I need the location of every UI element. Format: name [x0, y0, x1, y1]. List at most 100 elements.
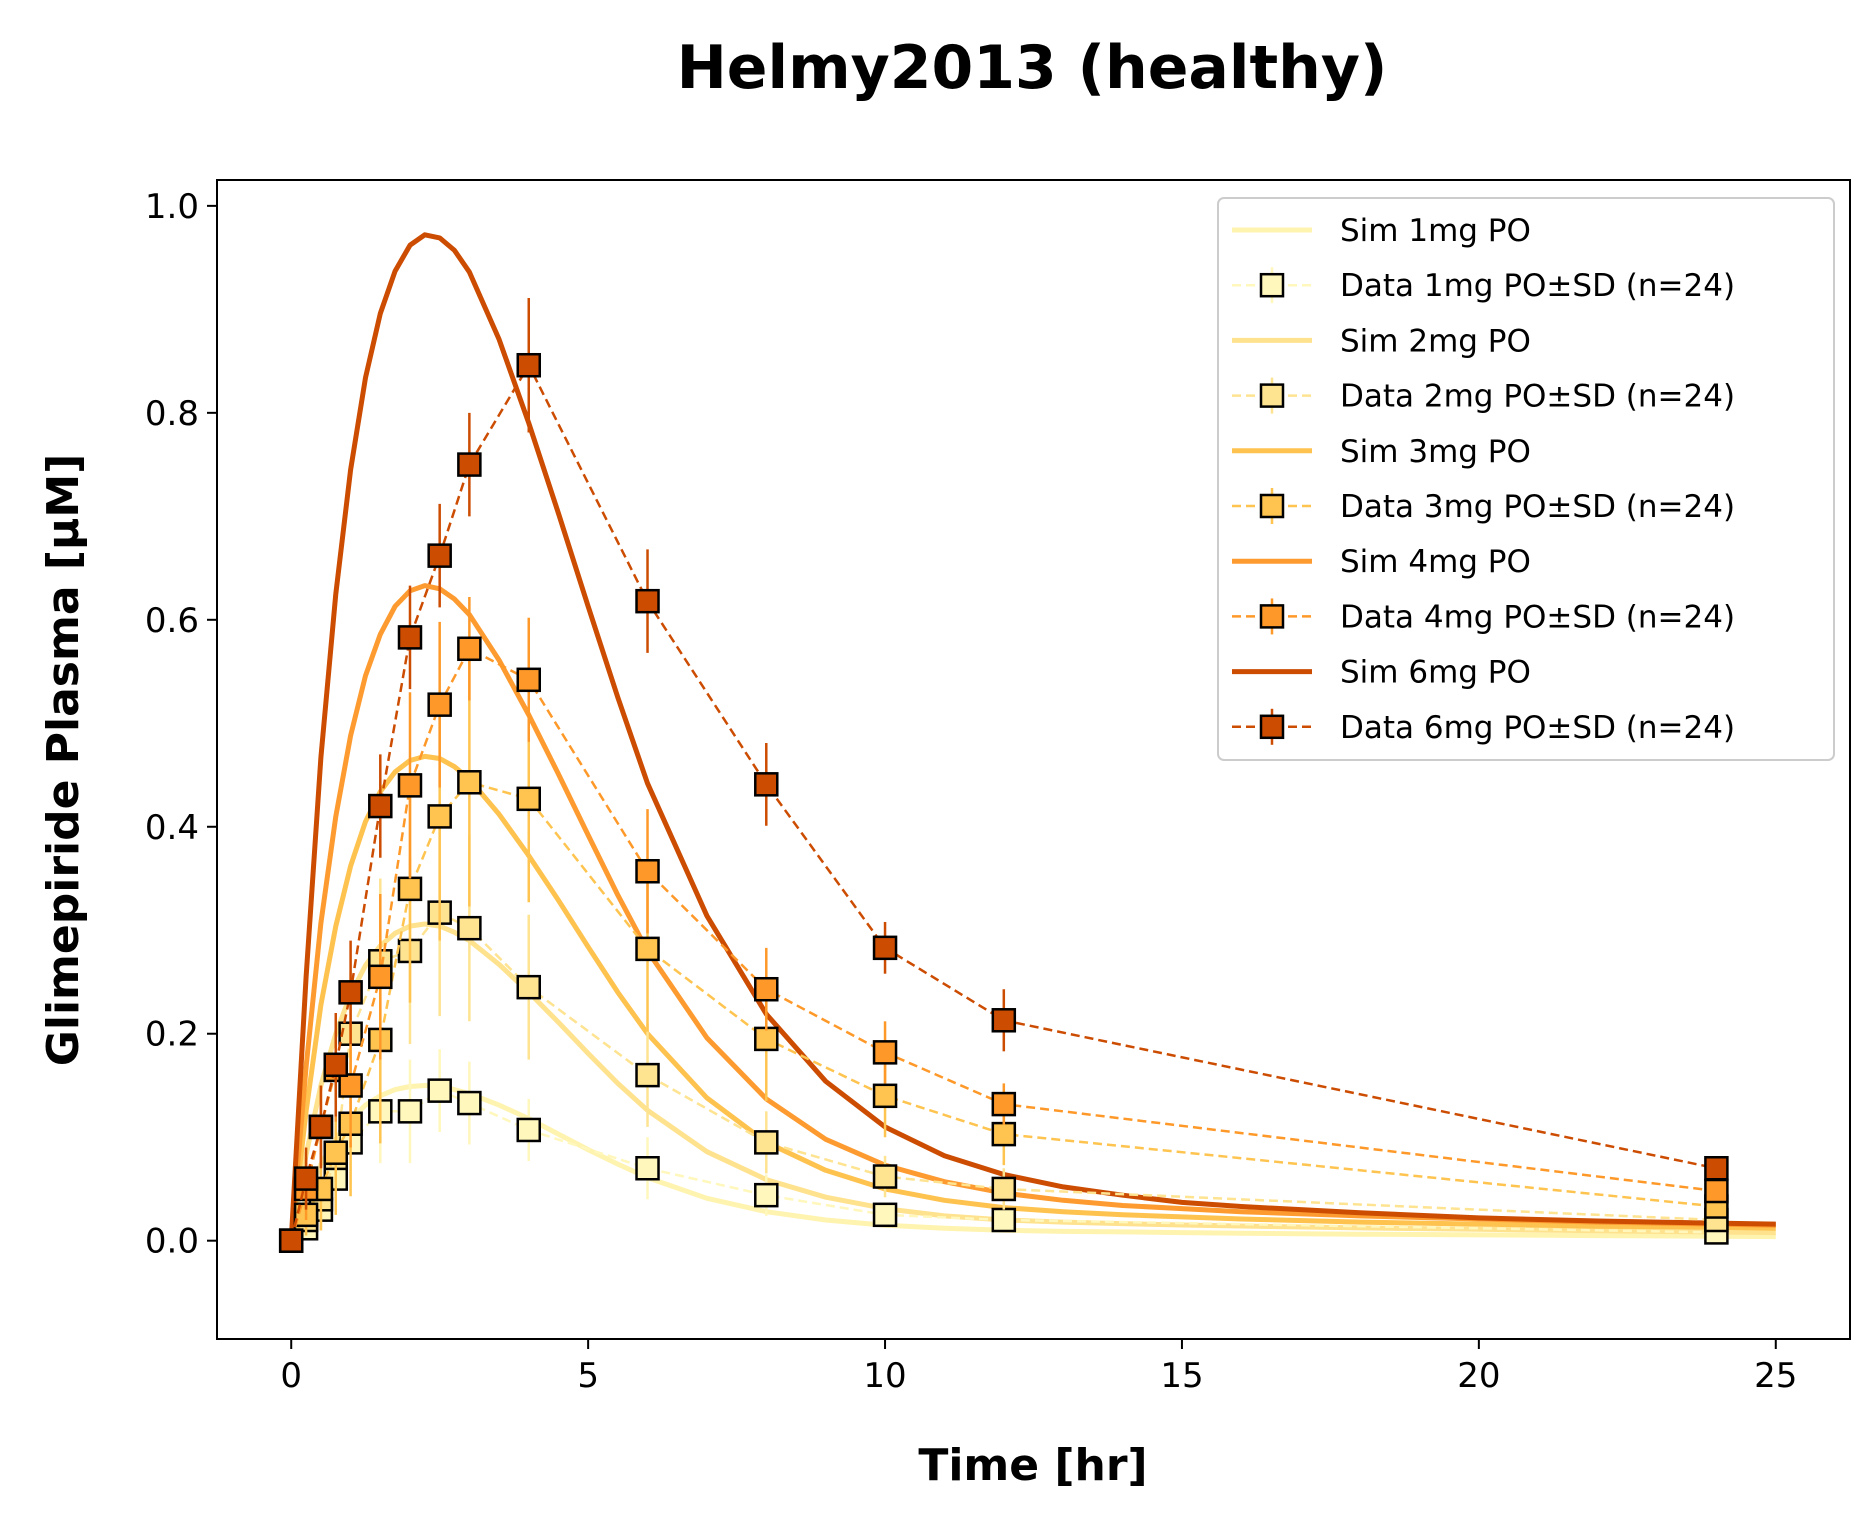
data-point-4mg: [457, 636, 482, 662]
legend: Sim 1mg PO Data 1mg PO±SD (n=24) Sim 2mg P…: [1217, 197, 1835, 761]
plot-frame: [216, 179, 1851, 1340]
y-tick-label: 0.2: [145, 1015, 199, 1055]
data-point-4mg: [635, 859, 660, 884]
legend-marker: [1259, 604, 1285, 629]
data-point-1mg: [754, 1182, 779, 1208]
legend-item-sim-2mg: Sim 2mg PO: [1232, 323, 1531, 359]
data-point-3mg: [754, 1026, 779, 1052]
y-tick-label: 0.6: [145, 601, 199, 641]
data-point-6mg: [1704, 1156, 1729, 1181]
data-point-4mg: [516, 667, 542, 693]
sim-line-6mg: [288, 232, 1776, 1241]
data-point-2mg: [991, 1176, 1017, 1202]
legend-label: Sim 4mg PO: [1340, 544, 1531, 580]
y-tick-label: 1.0: [145, 187, 199, 227]
data-series-6mg: [278, 297, 1729, 1253]
data-point-6mg: [308, 1114, 334, 1140]
legend-item-sim-4mg: Sim 4mg PO: [1232, 544, 1531, 580]
data-point-1mg: [991, 1207, 1017, 1233]
legend-marker: [1259, 493, 1285, 519]
legend-marker: [1259, 383, 1285, 408]
legend-label: Data 2mg PO±SD (n=24): [1340, 379, 1735, 415]
legend-item-data-2mg: Data 2mg PO±SD (n=24): [1232, 377, 1735, 415]
legend-label: Data 3mg PO±SD (n=24): [1340, 489, 1735, 525]
data-point-3mg: [991, 1121, 1017, 1147]
legend-label: Data 6mg PO±SD (n=24): [1340, 710, 1735, 746]
legend-item-sim-1mg: Sim 1mg PO: [1232, 213, 1531, 249]
legend-label: Sim 6mg PO: [1340, 655, 1531, 691]
legend-item-sim-6mg: Sim 6mg PO: [1232, 655, 1531, 691]
data-point-4mg: [1704, 1178, 1729, 1204]
legend-item-data-6mg: Data 6mg PO±SD (n=24): [1232, 708, 1735, 746]
data-point-3mg: [427, 804, 452, 829]
y-tick-label: 0.4: [145, 808, 199, 848]
data-point-6mg: [323, 1052, 349, 1078]
x-tick-label: 25: [1754, 1356, 1797, 1396]
plot-marks: [278, 232, 1776, 1253]
data-point-2mg: [635, 1062, 660, 1088]
data-point-1mg: [516, 1117, 542, 1143]
legend-item-data-4mg: Data 4mg PO±SD (n=24): [1232, 598, 1735, 635]
x-tick-label: 20: [1457, 1356, 1500, 1396]
data-point-6mg: [397, 625, 423, 650]
data-point-6mg: [872, 935, 898, 961]
data-point-3mg: [323, 1140, 349, 1165]
data-point-6mg: [293, 1166, 319, 1191]
data-point-4mg: [427, 692, 452, 717]
data-point-2mg: [872, 1164, 898, 1189]
x-tick-label: 10: [863, 1356, 906, 1396]
data-point-4mg: [368, 964, 393, 990]
data-point-4mg: [397, 773, 423, 798]
data-point-1mg: [457, 1090, 482, 1116]
data-point-2mg: [754, 1130, 779, 1155]
sim-line-4mg: [288, 583, 1776, 1241]
data-point-6mg: [427, 543, 452, 568]
data-point-6mg: [278, 1228, 304, 1253]
chart-title: Helmy2013 (healthy): [677, 33, 1388, 103]
y-tick-label: 0.0: [145, 1222, 199, 1262]
x-axis: 0 5 10 15 20 25: [280, 1339, 1797, 1396]
legend-label: Data 1mg PO±SD (n=24): [1340, 268, 1735, 304]
data-point-6mg: [516, 352, 542, 378]
data-point-6mg: [991, 1008, 1017, 1033]
y-axis: 0.0 0.2 0.4 0.6 0.8 1.0: [145, 187, 217, 1262]
data-point-6mg: [754, 772, 779, 797]
data-point-1mg: [635, 1156, 660, 1181]
y-tick-label: 0.8: [145, 394, 199, 434]
data-point-6mg: [457, 452, 482, 477]
data-point-4mg: [754, 976, 779, 1002]
data-point-3mg: [457, 770, 482, 795]
legend-box: [1217, 197, 1835, 761]
legend-label: Sim 3mg PO: [1340, 434, 1531, 470]
data-point-2mg: [457, 915, 482, 941]
x-tick-label: 5: [577, 1356, 599, 1396]
legend-item-sim-3mg: Sim 3mg PO: [1232, 434, 1531, 470]
data-point-3mg: [516, 786, 542, 812]
legend-item-data-3mg: Data 3mg PO±SD (n=24): [1232, 488, 1735, 525]
data-point-3mg: [872, 1083, 898, 1109]
data-point-2mg: [516, 974, 542, 1000]
data-point-3mg: [397, 876, 423, 902]
legend-label: Data 4mg PO±SD (n=24): [1340, 599, 1735, 635]
x-tick-label: 15: [1160, 1356, 1203, 1396]
data-point-4mg: [338, 1073, 363, 1098]
data-point-6mg: [368, 793, 393, 819]
legend-marker: [1259, 714, 1285, 740]
legend-label: Sim 1mg PO: [1340, 213, 1531, 249]
legend-marker: [1259, 272, 1285, 298]
legend-item-data-1mg: Data 1mg PO±SD (n=24): [1232, 267, 1735, 304]
data-point-4mg: [872, 1040, 898, 1065]
data-point-1mg: [427, 1078, 452, 1103]
data-point-6mg: [338, 980, 363, 1005]
data-point-1mg: [397, 1099, 423, 1124]
data-point-1mg: [872, 1202, 898, 1228]
y-axis-label: Glimepiride Plasma [µM]: [38, 454, 89, 1066]
x-tick-label: 0: [280, 1356, 302, 1396]
plot-area: [278, 232, 1776, 1253]
x-axis-label: Time [hr]: [918, 1440, 1147, 1491]
data-point-6mg: [635, 588, 660, 614]
data-point-3mg: [635, 936, 660, 962]
legend-label: Sim 2mg PO: [1340, 323, 1531, 359]
data-point-4mg: [991, 1091, 1017, 1117]
